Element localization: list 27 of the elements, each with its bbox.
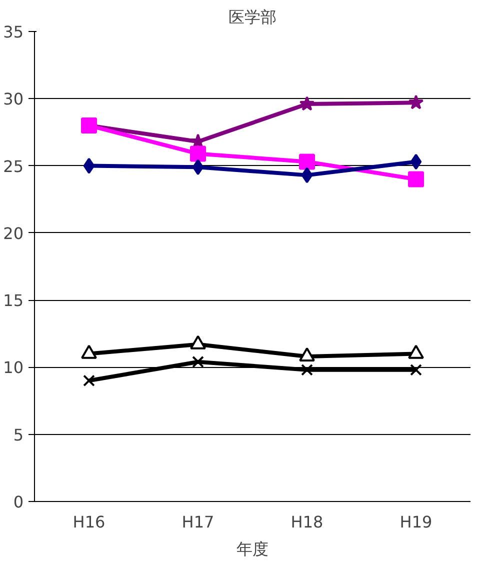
- chart-title: 医学部: [228, 8, 276, 26]
- point: [192, 356, 204, 368]
- point: [192, 159, 204, 176]
- x-tick-label: H16: [72, 512, 106, 532]
- point: [299, 154, 315, 170]
- point: [83, 374, 95, 387]
- point: [408, 171, 424, 188]
- point: [301, 167, 313, 184]
- y-tick-label: 30: [3, 90, 24, 109]
- x-axis-title: 年度: [236, 540, 268, 558]
- x-tick-label: H17: [182, 512, 214, 532]
- point: [83, 158, 95, 174]
- y-tick-label: 20: [3, 224, 24, 243]
- point: [299, 96, 315, 111]
- point: [301, 364, 313, 376]
- y-tick-label: 10: [3, 358, 24, 378]
- y-tick-label: 5: [13, 425, 24, 444]
- x-tick-label: H18: [290, 512, 324, 532]
- y-tick-label: 35: [3, 22, 24, 42]
- y-tick-label: 25: [3, 156, 24, 176]
- x-tick-label: H19: [400, 512, 432, 532]
- point: [408, 94, 424, 110]
- point: [410, 364, 422, 376]
- y-tick-label: 15: [3, 291, 24, 310]
- point: [190, 146, 206, 162]
- point: [410, 154, 422, 170]
- y-tick-label: 0: [13, 492, 24, 512]
